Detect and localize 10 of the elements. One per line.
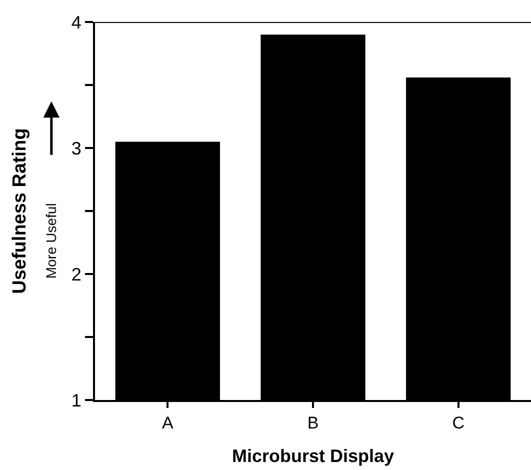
x-axis-title: Microburst Display	[232, 446, 394, 466]
y-tick-label: 1	[71, 390, 82, 410]
x-tick-label: B	[307, 413, 319, 432]
y-tick-label: 3	[71, 138, 82, 158]
text: More Useful	[43, 203, 60, 279]
x-tick-label: A	[162, 413, 174, 432]
y-tick-label: 4	[71, 12, 82, 32]
x-tick-label: C	[452, 413, 464, 432]
y-tick-label: 2	[71, 264, 82, 284]
y-axis-title: Usefulness Rating	[10, 128, 31, 294]
